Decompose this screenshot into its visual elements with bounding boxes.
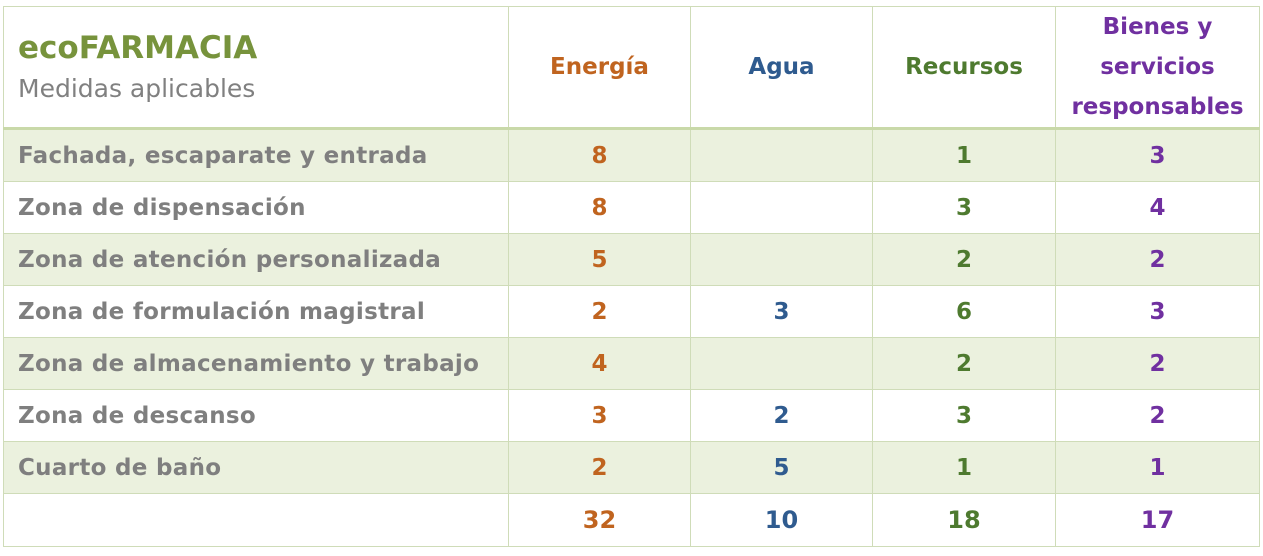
title-cell: ecoFARMACIA Medidas aplicables <box>3 6 509 129</box>
row-label: Fachada, escaparate y entrada <box>3 127 509 182</box>
total-energia: 32 <box>508 493 691 547</box>
column-header-agua: Agua <box>690 6 873 129</box>
cell-bienes: 2 <box>1055 389 1260 442</box>
table-row: Cuarto de baño 2 5 1 1 <box>3 441 1260 494</box>
cell-energia: 3 <box>508 389 691 442</box>
row-label: Zona de atención personalizada <box>3 233 509 286</box>
cell-energia: 8 <box>508 127 691 182</box>
page-title: ecoFARMACIA <box>18 30 258 66</box>
row-label: Cuarto de baño <box>3 441 509 494</box>
cell-bienes: 2 <box>1055 233 1260 286</box>
cell-energia: 5 <box>508 233 691 286</box>
cell-energia: 2 <box>508 441 691 494</box>
cell-recursos: 1 <box>872 441 1056 494</box>
table-row: Fachada, escaparate y entrada 8 1 3 <box>3 127 1260 182</box>
totals-label-cell <box>3 493 509 547</box>
table-row: Zona de formulación magistral 2 3 6 3 <box>3 285 1260 338</box>
cell-bienes: 4 <box>1055 181 1260 234</box>
cell-recursos: 3 <box>872 389 1056 442</box>
cell-energia: 4 <box>508 337 691 390</box>
cell-bienes: 3 <box>1055 127 1260 182</box>
cell-agua <box>690 127 873 182</box>
measures-table: ecoFARMACIA Medidas aplicables Energía A… <box>3 6 1260 547</box>
totals-row: 32 10 18 17 <box>3 493 1260 547</box>
table-row: Zona de atención personalizada 5 2 2 <box>3 233 1260 286</box>
row-label: Zona de descanso <box>3 389 509 442</box>
cell-bienes: 3 <box>1055 285 1260 338</box>
header-row: ecoFARMACIA Medidas aplicables Energía A… <box>3 6 1260 129</box>
page-subtitle: Medidas aplicables <box>18 74 256 103</box>
cell-recursos: 6 <box>872 285 1056 338</box>
total-recursos: 18 <box>872 493 1056 547</box>
column-header-recursos: Recursos <box>872 6 1056 129</box>
cell-recursos: 3 <box>872 181 1056 234</box>
cell-bienes: 1 <box>1055 441 1260 494</box>
cell-bienes: 2 <box>1055 337 1260 390</box>
cell-energia: 2 <box>508 285 691 338</box>
table-row: Zona de almacenamiento y trabajo 4 2 2 <box>3 337 1260 390</box>
cell-recursos: 2 <box>872 337 1056 390</box>
cell-agua <box>690 181 873 234</box>
cell-recursos: 2 <box>872 233 1056 286</box>
cell-agua: 3 <box>690 285 873 338</box>
table-row: Zona de dispensación 8 3 4 <box>3 181 1260 234</box>
total-agua: 10 <box>690 493 873 547</box>
row-label: Zona de dispensación <box>3 181 509 234</box>
total-bienes: 17 <box>1055 493 1260 547</box>
cell-agua <box>690 233 873 286</box>
row-label: Zona de formulación magistral <box>3 285 509 338</box>
cell-recursos: 1 <box>872 127 1056 182</box>
row-label: Zona de almacenamiento y trabajo <box>3 337 509 390</box>
cell-agua: 2 <box>690 389 873 442</box>
cell-energia: 8 <box>508 181 691 234</box>
column-header-energia: Energía <box>508 6 691 129</box>
cell-agua: 5 <box>690 441 873 494</box>
column-header-bienes: Bienes y servicios responsables <box>1055 6 1260 129</box>
cell-agua <box>690 337 873 390</box>
table-row: Zona de descanso 3 2 3 2 <box>3 389 1260 442</box>
